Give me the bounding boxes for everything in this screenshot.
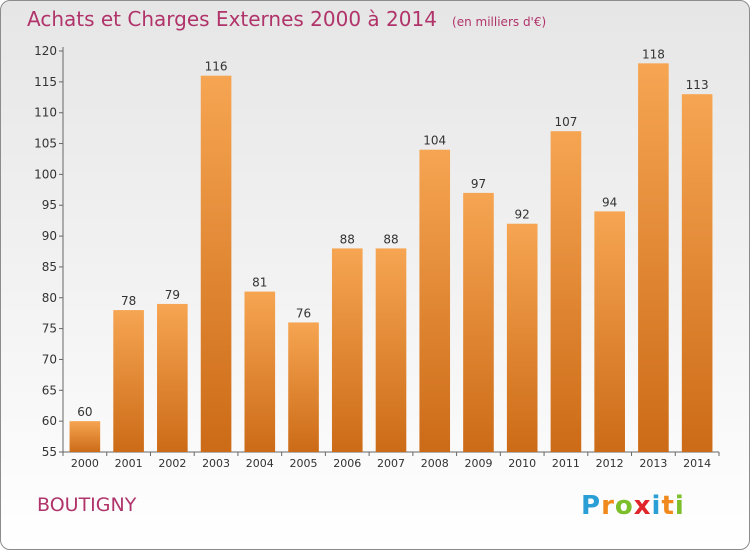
data-label-2007: 88 [383,232,398,246]
x-tick-label-2003: 2003 [202,457,230,470]
chart-title: Achats et Charges Externes 2000 à 2014 [27,7,437,31]
y-tick-label: 110 [34,106,57,120]
logo-letter: r [601,491,615,521]
data-label-2001: 78 [121,294,136,308]
y-tick-label: 70 [42,352,57,366]
x-tick-label-2014: 2014 [683,457,711,470]
data-label-2002: 79 [165,288,180,302]
data-label-2003: 116 [205,60,228,74]
y-tick-label: 75 [42,322,57,336]
data-label-2010: 92 [515,208,530,222]
y-tick-label: 90 [42,229,57,243]
bar-2014[interactable] [681,94,713,452]
data-label-2014: 113 [686,78,709,92]
commune-name: BOUTIGNY [37,494,137,516]
bar-2011[interactable] [550,131,582,452]
bar-2005[interactable] [288,322,319,452]
data-label-2011: 107 [554,115,577,129]
y-tick-label: 65 [42,383,57,397]
data-label-2004: 81 [252,276,267,290]
y-tick-label: 120 [34,44,57,58]
data-label-2006: 88 [340,232,355,246]
data-label-2013: 118 [642,47,665,61]
x-tick-label-2002: 2002 [158,457,186,470]
x-tick-label-2005: 2005 [290,457,318,470]
data-label-2005: 76 [296,306,311,320]
logo-letter: t [661,491,675,521]
y-tick-label: 100 [34,167,57,181]
logo-letter: i [651,491,662,521]
y-tick-label: 95 [42,198,57,212]
data-label-2008: 104 [423,134,446,148]
bar-2004[interactable] [244,291,276,452]
bars-group [69,63,713,452]
x-tick-label-2006: 2006 [333,457,361,470]
x-tick-label-2007: 2007 [377,457,405,470]
bar-2013[interactable] [638,63,669,452]
chart-subtitle: (en milliers d'€) [452,15,547,29]
x-tick-label-2011: 2011 [552,457,580,470]
data-label-2012: 94 [602,195,617,209]
x-tick-label-2000: 2000 [71,457,99,470]
logo-letter: i [674,491,685,521]
x-tick-label-2012: 2012 [596,457,624,470]
logo-letter: x [633,491,652,521]
y-axis: 55 60 65 70 75 80 85 90 95 100 105 110 115 120 [34,44,64,459]
bar-2003[interactable] [200,75,232,452]
logo-letter: o [614,491,634,521]
y-tick-label: 85 [42,260,57,274]
bar-2001[interactable] [113,310,144,452]
x-tick-label-2009: 2009 [464,457,492,470]
y-tick-label: 105 [34,137,57,151]
y-tick-label: 60 [42,414,57,428]
data-label-2009: 97 [471,177,486,191]
logo-letter: P [581,491,602,521]
bar-2009[interactable] [463,192,494,452]
bar-2000[interactable] [69,421,101,452]
title-block: Achats et Charges Externes 2000 à 2014 (… [27,7,546,31]
x-tick-label-2010: 2010 [508,457,536,470]
bar-2010[interactable] [506,223,538,452]
data-label-2000: 60 [77,405,92,419]
x-axis: 2000 2001 2002 2003 2004 2005 2006 2007 2008 2009… [62,451,720,470]
x-tick-label-2004: 2004 [246,457,274,470]
bar-2007[interactable] [375,248,407,452]
y-tick-label: 115 [34,75,57,89]
data-labels-group: 60 78 79 116 81 76 88 88 104 97 92 107 94 118 113 [77,47,708,419]
proxiti-logo[interactable]: Proxiti [581,491,685,521]
x-tick-label-2001: 2001 [115,457,143,470]
x-tick-label-2008: 2008 [421,457,449,470]
y-tick-label: 80 [42,291,57,305]
bar-2012[interactable] [594,211,625,452]
bar-2006[interactable] [331,248,363,452]
x-tick-label-2013: 2013 [639,457,667,470]
bar-2008[interactable] [419,149,451,452]
bar-2002[interactable] [157,303,188,452]
y-tick-label: 55 [42,445,57,459]
